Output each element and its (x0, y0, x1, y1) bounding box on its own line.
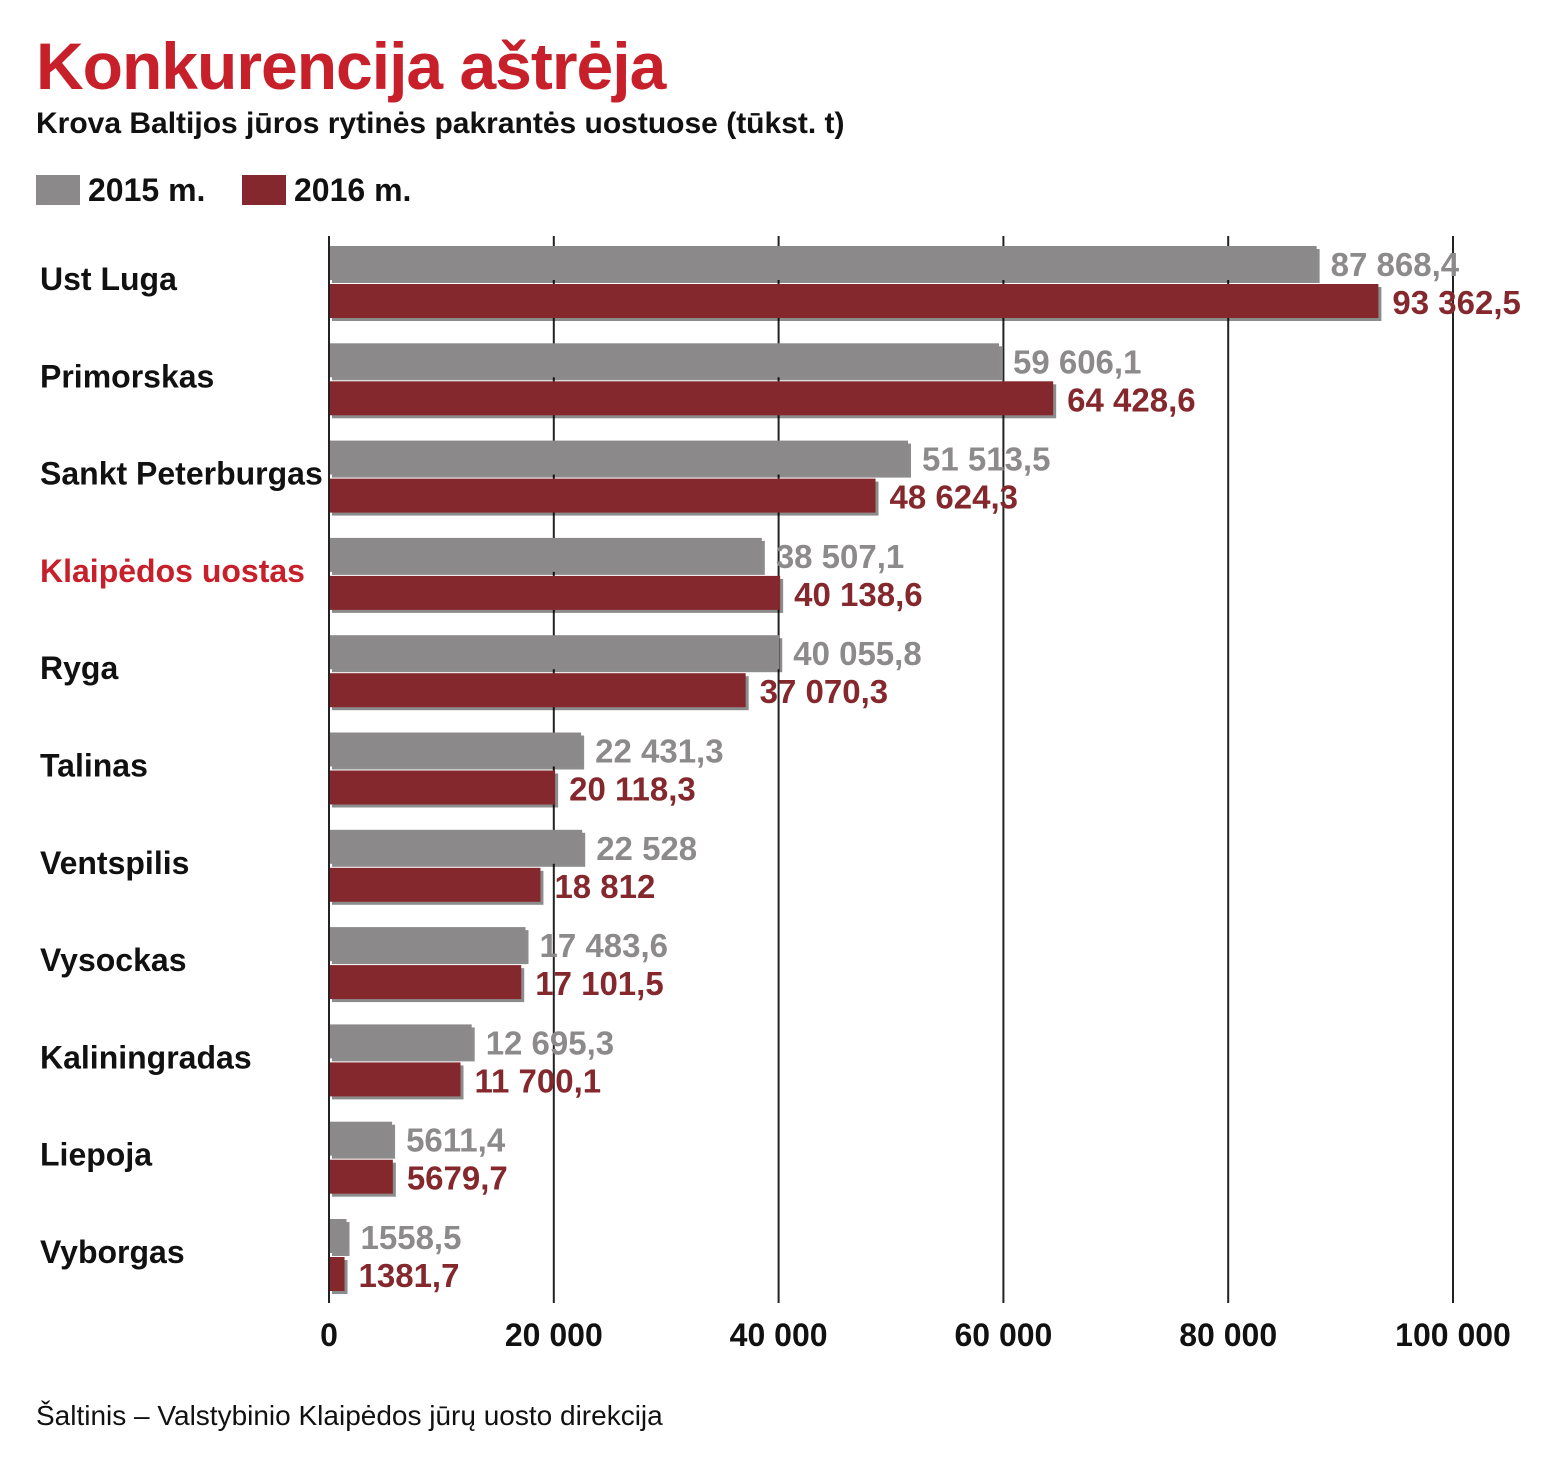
data-label-2015: 12 695,3 (486, 1024, 614, 1061)
legend-swatch-2015 (36, 175, 80, 205)
x-tick-label: 20 000 (505, 1317, 603, 1353)
bar-2015 (329, 732, 582, 767)
data-label-2015: 22 528 (596, 830, 697, 867)
legend-item-2015: 2015 m. (36, 168, 205, 212)
data-label-2016: 1381,7 (359, 1257, 460, 1294)
category-label: Talinas (40, 748, 148, 784)
category-label: Vyborgas (40, 1234, 185, 1270)
data-label-2016: 93 362,5 (1392, 284, 1520, 321)
category-label: Ventspilis (40, 845, 189, 881)
category-label: Ryga (40, 650, 118, 686)
data-label-2016: 20 118,3 (569, 771, 696, 808)
legend-item-2016: 2016 m. (242, 168, 411, 212)
bar-2016 (329, 381, 1054, 416)
bar-2015 (329, 343, 999, 378)
category-label: Kaliningradas (40, 1039, 252, 1075)
bar-2016 (329, 478, 876, 513)
bar-2016 (329, 1159, 393, 1194)
bar-2016 (329, 673, 746, 708)
data-label-2016: 48 624,3 (890, 479, 1018, 516)
bar-2015 (329, 1219, 347, 1253)
category-label: Primorskas (40, 358, 214, 394)
bar-2016 (329, 1257, 345, 1291)
data-label-2016: 37 070,3 (760, 673, 888, 710)
data-label-2015: 40 055,8 (793, 635, 921, 672)
data-label-2015: 87 868,4 (1331, 246, 1460, 283)
data-label-2015: 5611,4 (406, 1122, 506, 1159)
data-label-2016: 18 812 (554, 868, 655, 905)
bar-2016 (329, 1062, 461, 1097)
category-label: Liepoja (40, 1137, 152, 1173)
bar-2015 (329, 635, 780, 670)
data-label-2015: 38 507,1 (776, 538, 904, 575)
legend-label-2016: 2016 m. (294, 171, 412, 208)
bar-2015 (329, 927, 526, 962)
category-label: Sankt Peterburgas (40, 456, 323, 492)
data-label-2016: 40 138,6 (794, 576, 922, 613)
x-tick-label: 100 000 (1395, 1317, 1511, 1353)
data-label-2016: 64 428,6 (1067, 381, 1195, 418)
data-label-2015: 51 513,5 (922, 441, 1050, 478)
data-label-2015: 1558,5 (361, 1219, 462, 1256)
bar-2016 (329, 284, 1379, 318)
x-tick-label: 40 000 (730, 1317, 828, 1353)
data-label-2015: 22 431,3 (595, 733, 723, 770)
bar-2015 (329, 440, 909, 475)
bar-2015 (329, 1121, 393, 1156)
bar-2016 (329, 575, 781, 610)
bar-2016 (329, 867, 541, 902)
legend-swatch-2016 (242, 175, 286, 205)
data-label-2016: 17 101,5 (535, 965, 663, 1002)
category-label: Vysockas (40, 942, 186, 978)
legend-label-2015: 2015 m. (88, 171, 206, 208)
chart-title: Konkurencija aštrėja (36, 29, 666, 103)
category-label: Klaipėdos uostas (40, 553, 305, 589)
data-label-2016: 11 700,1 (475, 1062, 602, 1099)
bar-2016 (329, 965, 522, 1000)
bar-2015 (329, 246, 1317, 280)
source-note: Šaltinis – Valstybinio Klaipėdos jūrų uo… (36, 1400, 663, 1431)
chart-subtitle: Krova Baltijos jūros rytinės pakrantės u… (36, 107, 845, 140)
x-tick-label: 80 000 (1179, 1317, 1277, 1353)
bar-2016 (329, 770, 556, 805)
data-label-2015: 59 606,1 (1013, 343, 1141, 380)
bar-2015 (329, 537, 762, 572)
bar-2015 (329, 1024, 472, 1059)
x-tick-label: 0 (320, 1317, 338, 1353)
bar-2015 (329, 829, 583, 864)
category-label: Ust Luga (40, 261, 177, 297)
data-label-2015: 17 483,6 (540, 927, 668, 964)
data-label-2016: 5679,7 (407, 1160, 508, 1197)
x-tick-label: 60 000 (954, 1317, 1052, 1353)
